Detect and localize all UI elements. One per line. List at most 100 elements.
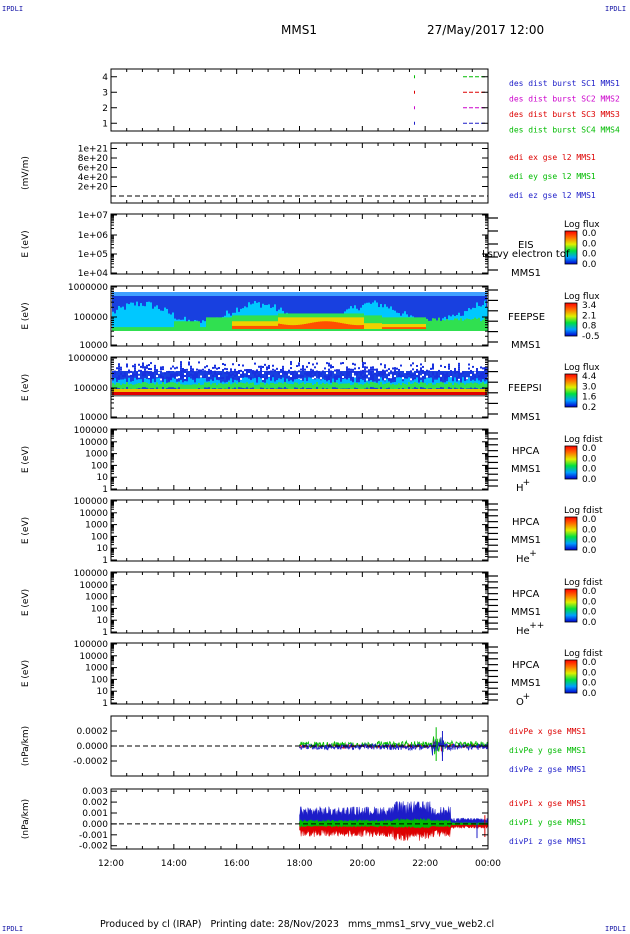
feepsi-yellow-cell: [400, 389, 402, 392]
feepsi-noise-cell: [152, 373, 154, 376]
feepsi-noise-cell: [424, 374, 426, 377]
panel-4-ytick-label: 1000000: [68, 283, 108, 293]
feepsi-cyan-cell: [154, 382, 156, 387]
feepse-green-cell: [458, 320, 460, 331]
feepsi-yellow-cell: [140, 389, 142, 392]
feepsi-green-cell: [226, 383, 228, 389]
feepsi-green-cell: [256, 384, 258, 390]
panel-frame-2: [110, 142, 489, 204]
feepsi-green-cell: [276, 383, 278, 389]
feepsi-noise-cell: [118, 365, 120, 368]
feepse-yellow-cell: [400, 323, 402, 329]
feepse-yellow-cell: [354, 317, 356, 329]
feepsi-noise-cell: [246, 366, 248, 369]
feepsi-noise-cell: [146, 364, 148, 367]
feepsi-noise-cell: [446, 372, 448, 375]
feepse-green-cell: [166, 327, 168, 331]
feepsi-noise-cell: [450, 376, 452, 379]
feepsi-cyan-cell: [476, 378, 478, 387]
feepse-green-cell: [430, 320, 432, 331]
feepsi-noise-cell: [412, 374, 414, 377]
panel-5-spacecraft-label: MMS1: [511, 412, 541, 423]
panel-11-ytick-label: -0.001: [79, 831, 108, 841]
header-mission: MMS1: [281, 23, 317, 37]
panel-8-colorbar-tick: 0.0: [582, 608, 597, 618]
feepsi-cyan-cell: [348, 378, 350, 387]
feepsi-yellow-cell: [278, 389, 280, 392]
panel-4-instrument-label: FEEPSE: [508, 312, 545, 323]
feepsi-noise-cell: [324, 363, 326, 366]
feepsi-yellow-cell: [196, 389, 198, 392]
feepsi-noise-cell: [168, 370, 170, 373]
feepsi-yellow-cell: [230, 389, 232, 392]
feepsi-noise-cell: [216, 367, 218, 370]
feepsi-noise-cell: [112, 374, 114, 377]
feepsi-noise-cell: [280, 374, 282, 377]
feepse-red-cell: [384, 327, 386, 330]
feepsi-noise-cell: [260, 373, 262, 376]
feepsi-noise-cell: [446, 376, 448, 379]
feepsi-yellow-cell: [380, 389, 382, 392]
feepsi-noise-cell: [340, 372, 342, 375]
feepsi-noise-cell: [156, 369, 158, 372]
feepsi-cyan-cell: [438, 377, 440, 387]
panel-frame-1: [110, 68, 489, 132]
feepsi-cyan-cell: [464, 381, 466, 387]
feepse-yellow-cell: [278, 317, 280, 329]
feepse-red-cell: [398, 327, 400, 330]
feepsi-yellow-cell: [414, 389, 416, 392]
feepsi-noise-cell: [196, 372, 198, 375]
feepsi-noise-cell: [150, 362, 152, 365]
feepsi-yellow-cell: [460, 389, 462, 392]
feepsi-noise-cell: [214, 370, 216, 373]
feepse-green-cell: [228, 317, 230, 331]
panel-1-legend-entry: des dist burst SC2 MMS2: [509, 95, 620, 104]
feepsi-noise-cell: [126, 363, 128, 366]
feepsi-noise-cell: [306, 371, 308, 374]
feepsi-yellow-cell: [236, 389, 238, 392]
panel-4-colorbar-tick: 2.1: [582, 311, 596, 321]
panel-10-ylabel: (nPa/km): [21, 726, 31, 766]
feepsi-noise-cell: [312, 371, 314, 374]
feepsi-noise-cell: [170, 375, 172, 378]
feepsi-noise-cell: [328, 366, 330, 369]
feepsi-noise-cell: [366, 372, 368, 375]
feepse-cyan-cell: [118, 305, 120, 331]
feepsi-green-cell: [370, 382, 372, 388]
feepsi-noise-cell: [414, 377, 416, 380]
feepsi-yellow-cell: [136, 389, 138, 392]
feepsi-green-cell: [326, 383, 328, 389]
feepsi-noise-cell: [456, 370, 458, 373]
panel-9-ytick-label: 10000: [79, 652, 108, 662]
feepsi-noise-cell: [226, 378, 228, 381]
feepsi-cyan-cell: [396, 377, 398, 387]
feepse-red-cell: [234, 325, 236, 330]
feepsi-noise-cell: [472, 365, 474, 368]
feepse-red-cell: [294, 325, 296, 330]
feepsi-noise-cell: [346, 368, 348, 371]
feepsi-noise-cell: [164, 370, 166, 373]
feepsi-noise-cell: [460, 370, 462, 373]
feepsi-noise-cell: [154, 368, 156, 371]
panel-8-species-charge: ++: [529, 621, 544, 631]
feepsi-yellow-cell: [442, 389, 444, 392]
panel-4-colorbar-title: Log flux: [564, 292, 600, 302]
feepsi-noise-cell: [214, 372, 216, 375]
feepsi-yellow-cell: [428, 389, 430, 392]
feepsi-yellow-cell: [444, 389, 446, 392]
feepsi-noise-cell: [446, 374, 448, 377]
feepsi-noise-cell: [168, 364, 170, 367]
feepsi-noise-cell: [350, 376, 352, 379]
feepsi-green-cell: [246, 382, 248, 388]
feepse-cyan-cell: [482, 305, 484, 331]
feepse-red-cell: [278, 323, 280, 330]
panel-11-ytick-label: 0.001: [82, 809, 108, 819]
panel-4-colorbar: [564, 302, 578, 337]
feepsi-noise-cell: [454, 369, 456, 372]
feepse-green-cell: [142, 327, 144, 331]
panel-1-legend-entry: des dist burst SC3 MMS3: [509, 110, 620, 119]
feepsi-noise-cell: [382, 377, 384, 380]
feepse-red-cell: [252, 325, 254, 330]
feepsi-noise-cell: [266, 368, 268, 371]
feepsi-noise-cell: [372, 374, 374, 377]
